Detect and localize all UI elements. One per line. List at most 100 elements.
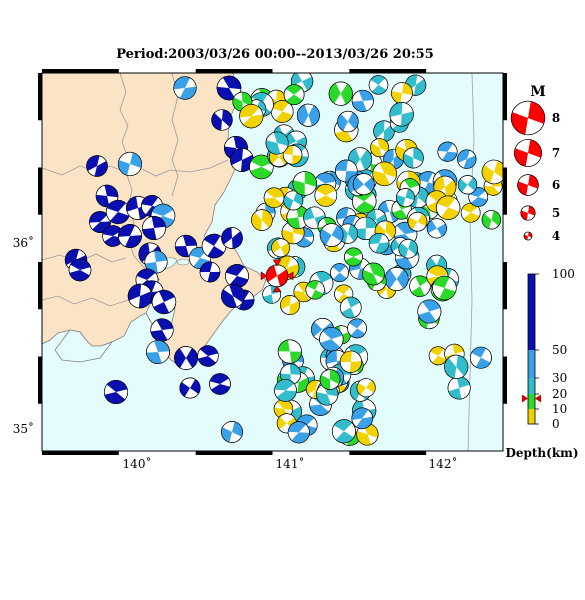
focal-mechanism: [354, 216, 378, 241]
depth-scale-frame: [527, 273, 536, 425]
focal-mechanism: [368, 233, 390, 254]
focal-mechanism: [356, 378, 376, 398]
focal-mechanism: [221, 227, 243, 249]
focal-mechanism: [277, 339, 302, 364]
focal-mechanism: [337, 110, 359, 133]
focal-mechanism: [103, 379, 129, 405]
main-event-marker: [260, 259, 294, 293]
main-event-beachball: [265, 264, 289, 288]
focal-mechanism: [211, 109, 233, 131]
focal-mechanism: [151, 289, 177, 315]
focal-mechanism: [150, 318, 174, 342]
main-event-triangle-left: [260, 271, 268, 281]
focal-mechanism: [409, 275, 431, 297]
focal-mechanism: [389, 102, 414, 127]
focal-mechanism: [319, 223, 344, 247]
focal-mechanism: [407, 211, 428, 232]
focal-mechanism: [197, 345, 219, 367]
lon-tick-140: 140˚: [123, 456, 152, 471]
focal-mechanism: [435, 195, 461, 220]
focal-mechanism: [437, 141, 458, 162]
magnitude-legend-ball-7: [514, 139, 542, 167]
focal-mechanism: [362, 262, 385, 286]
focal-mechanism: [142, 216, 166, 240]
focal-mechanism: [251, 209, 273, 231]
focal-mechanism: [444, 354, 469, 379]
focal-mechanism: [249, 154, 274, 180]
magnitude-legend-ball-4: [523, 231, 533, 241]
magnitude-legend: 8 7 6 5 4: [510, 100, 560, 243]
focal-mechanism: [432, 275, 457, 301]
focal-mechanism: [283, 190, 304, 211]
main-event-triangle-bottom: [272, 285, 282, 293]
focal-mechanism: [280, 295, 300, 315]
focal-mechanism: [328, 81, 353, 106]
depth-band: [528, 274, 535, 350]
focal-mechanism: [282, 145, 303, 165]
focal-mechanism: [331, 419, 356, 444]
focal-mechanism: [117, 151, 143, 177]
lat-tick-35: 35˚: [13, 421, 34, 436]
focal-mechanism: [86, 155, 108, 177]
focal-mechanism: [481, 210, 502, 230]
depth-marker-right: [535, 394, 541, 403]
lat-tick-36: 36˚: [13, 235, 34, 250]
focal-mechanism: [296, 103, 320, 127]
focal-mechanism: [396, 188, 415, 208]
focal-mechanism: [270, 100, 294, 123]
depth-tick-0: 0: [552, 417, 560, 431]
focal-mechanism: [305, 280, 325, 300]
focal-mechanism: [292, 171, 317, 196]
depth-band: [528, 378, 535, 394]
focal-mechanism: [372, 161, 397, 187]
focal-mechanism: [373, 120, 395, 142]
focal-mechanism: [127, 283, 153, 309]
magnitude-legend-label-6: 6: [552, 178, 560, 192]
focal-mechanism: [347, 318, 367, 339]
focal-mechanism: [457, 149, 477, 169]
map-title: Period:2003/03/26 00:00--2013/03/26 20:5…: [116, 47, 434, 62]
depth-tick-20: 20: [552, 387, 567, 401]
focal-mechanism: [216, 75, 242, 101]
focal-mechanism: [283, 84, 305, 105]
depth-band: [528, 350, 535, 378]
focal-mechanism: [274, 379, 297, 402]
focal-mechanism: [105, 199, 131, 225]
depth-marker-left: [522, 394, 528, 403]
depth-tick-100: 100: [552, 267, 575, 281]
focal-mechanism: [209, 373, 231, 395]
focal-mechanism: [174, 346, 198, 370]
magnitude-legend-label-4: 4: [552, 229, 560, 243]
depth-band: [528, 409, 535, 424]
focal-mechanism: [447, 376, 471, 400]
focal-mechanism: [335, 159, 358, 183]
focal-mechanism: [173, 76, 197, 100]
magnitude-legend-label-8: 8: [552, 111, 560, 125]
focal-mechanism: [368, 75, 389, 95]
focal-mechanism-layer: [64, 73, 503, 446]
magnitude-legend-ball-5: [520, 205, 536, 221]
magnitude-legend-ball-8: [510, 100, 546, 136]
main-event-triangle-top: [272, 259, 282, 267]
depth-scale-title: Depth(km): [505, 446, 578, 460]
depth-tick-50: 50: [552, 343, 567, 357]
focal-mechanism: [469, 346, 492, 369]
focal-mechanism: [384, 266, 409, 291]
magnitude-legend-ball-6: [517, 174, 539, 196]
lake-kitaura: [176, 258, 190, 266]
magnitude-legend-title: M: [530, 84, 546, 100]
depth-band: [528, 394, 535, 409]
focal-mechanism: [144, 250, 168, 274]
focal-mechanism: [179, 377, 201, 399]
focal-mechanism: [118, 224, 142, 248]
focal-mechanism: [344, 247, 363, 267]
lon-tick-142: 142˚: [429, 456, 458, 471]
focal-mechanism: [398, 239, 418, 259]
focal-mechanism: [314, 184, 338, 207]
focal-mechanism: [199, 261, 221, 283]
depth-tick-10: 10: [552, 402, 567, 416]
focal-mechanism: [417, 299, 442, 324]
focal-mechanism: [426, 218, 447, 239]
focal-mechanism: [391, 82, 413, 104]
